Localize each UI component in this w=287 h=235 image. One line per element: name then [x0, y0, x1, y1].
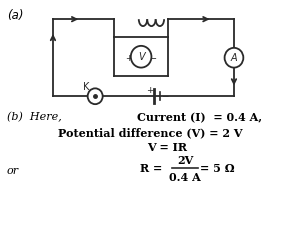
Text: −: −	[161, 91, 168, 100]
Text: +: +	[146, 86, 153, 95]
Text: Current (I)  = 0.4 A,: Current (I) = 0.4 A,	[137, 112, 263, 123]
Text: 0.4 A: 0.4 A	[169, 172, 201, 183]
Text: −: −	[149, 54, 157, 64]
Circle shape	[225, 48, 243, 68]
Text: V = IR: V = IR	[147, 142, 187, 153]
Circle shape	[131, 46, 152, 68]
Text: A: A	[231, 53, 237, 63]
Text: R =: R =	[140, 163, 166, 174]
Text: 2V: 2V	[177, 155, 193, 166]
Text: Potential difference (V) = 2 V: Potential difference (V) = 2 V	[58, 127, 242, 138]
Circle shape	[88, 88, 103, 104]
Text: or: or	[7, 166, 19, 176]
Text: (a): (a)	[7, 9, 24, 22]
Text: K: K	[83, 82, 89, 92]
Text: (b)  Here,: (b) Here,	[7, 112, 62, 122]
Text: +: +	[125, 54, 132, 63]
Text: V: V	[138, 52, 144, 62]
Text: = 5 Ω: = 5 Ω	[200, 163, 235, 174]
